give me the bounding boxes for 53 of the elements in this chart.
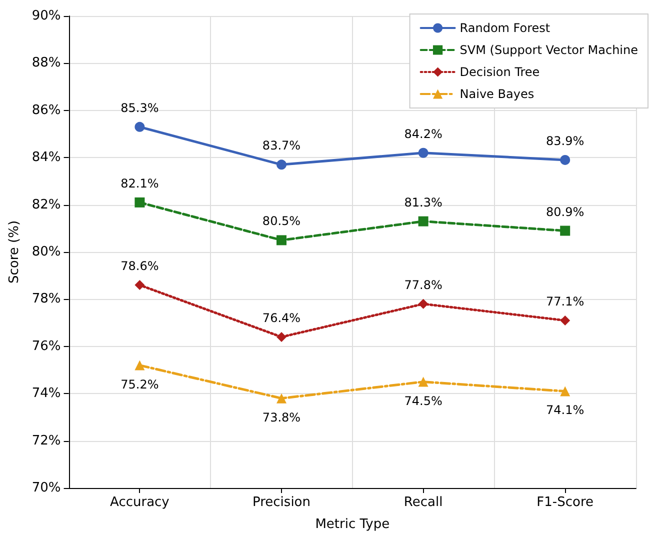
x-tick-label: Recall [404, 495, 443, 510]
data-label: 80.9% [546, 204, 584, 219]
data-label: 83.7% [262, 138, 301, 153]
x-tick-label: Precision [252, 495, 311, 510]
y-tick-label: 72% [32, 433, 61, 448]
y-tick-label: 88% [32, 56, 61, 71]
point [418, 148, 428, 158]
point [560, 315, 570, 326]
y-tick-label: 84% [32, 150, 61, 166]
point [560, 386, 570, 396]
data-label: 73.8% [262, 410, 301, 424]
point [276, 332, 286, 342]
y-tick-label: 74% [32, 386, 61, 402]
legend-label: SVM (Support Vector Machine [460, 43, 638, 57]
data-label: 76.4% [262, 310, 301, 325]
legend-label: Random Forest [460, 21, 550, 35]
point [276, 393, 286, 404]
data-label: 83.9% [546, 134, 584, 148]
point [134, 197, 145, 208]
data-label: 81.3% [404, 195, 442, 210]
point [276, 160, 286, 170]
y-tick-label: 76% [32, 338, 61, 354]
y-tick-label: 82% [32, 197, 61, 212]
y-tick-label: 90% [32, 8, 61, 24]
data-label: 77.8% [404, 278, 442, 292]
y-tick-label: 70% [32, 480, 61, 496]
data-label: 77.1% [546, 294, 584, 308]
data-label: 75.2% [120, 377, 159, 392]
data-label: 74.5% [404, 394, 442, 408]
point [418, 298, 428, 309]
data-label: 82.1% [120, 176, 159, 190]
y-axis-title: Score (%) [7, 220, 22, 284]
point [276, 235, 286, 246]
data-label: 84.2% [404, 126, 442, 141]
point [134, 280, 145, 290]
point [418, 216, 428, 226]
legend-label: Naive Bayes [460, 87, 534, 101]
point [134, 360, 145, 370]
y-tick-label: 80% [32, 244, 61, 260]
data-label: 85.3% [120, 100, 159, 115]
data-label: 78.6% [120, 259, 159, 274]
point [560, 154, 570, 165]
point [560, 226, 570, 236]
point [418, 376, 428, 387]
point [134, 122, 145, 132]
y-tick-label: 86% [32, 102, 61, 118]
x-axis-title: Metric Type [315, 517, 390, 532]
x-tick-label: F1-Score [536, 495, 594, 510]
data-label: 74.1% [546, 403, 584, 418]
data-label: 80.5% [262, 214, 301, 228]
legend-label: Decision Tree [460, 65, 540, 79]
y-tick-label: 78% [32, 292, 61, 307]
x-tick-label: Accuracy [110, 495, 170, 510]
